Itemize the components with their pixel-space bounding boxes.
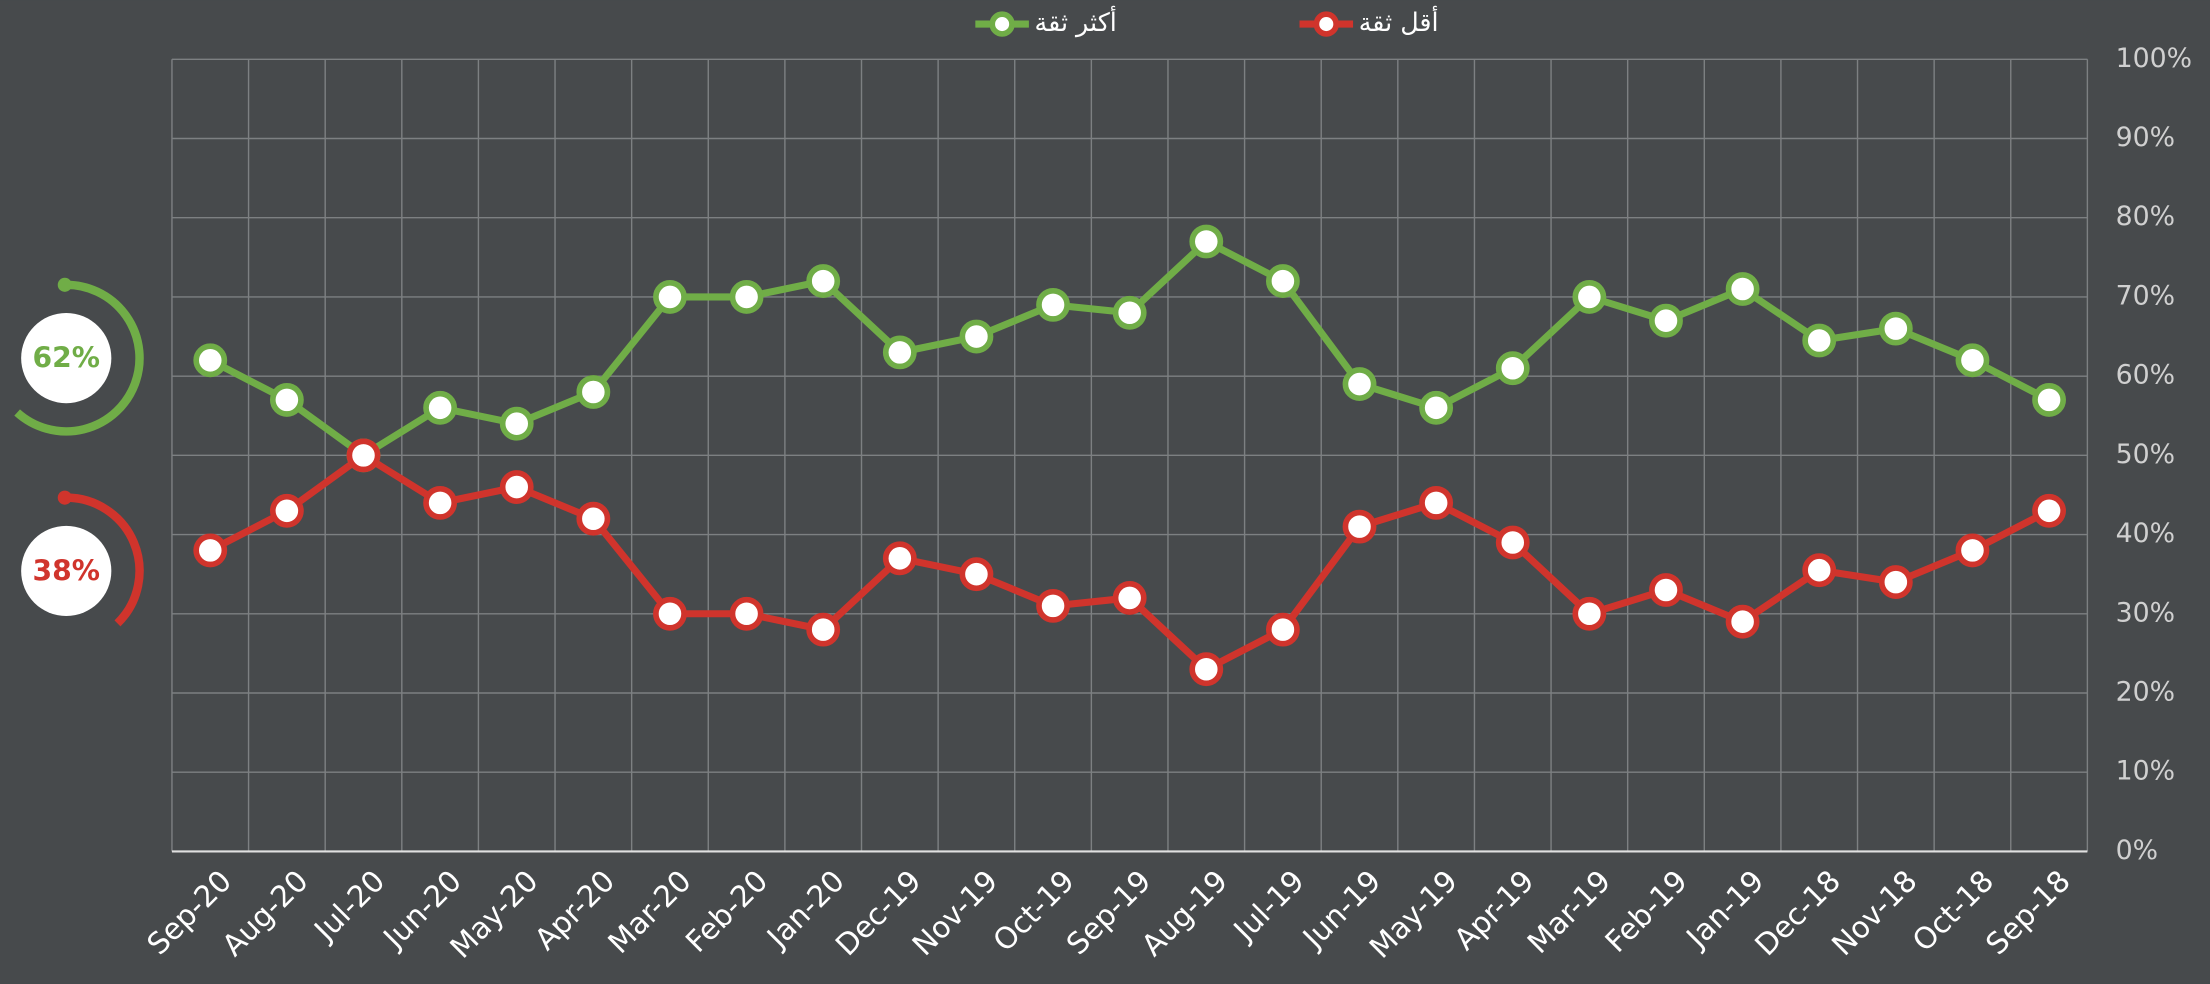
- data-point: [576, 501, 611, 536]
- data-point: [1878, 311, 1913, 346]
- data-point: [1572, 596, 1607, 631]
- legend-label: أكثر ثقة: [1035, 5, 1117, 38]
- data-point: [499, 406, 534, 441]
- data-point: [653, 596, 687, 631]
- gauge-center: [21, 525, 112, 617]
- data-point: [882, 335, 917, 370]
- y-tick-label: 30%: [2116, 597, 2176, 628]
- y-tick-label: 20%: [2116, 676, 2176, 707]
- data-point: [1265, 612, 1300, 647]
- data-point: [1265, 264, 1300, 299]
- y-tick-label: 50%: [2116, 439, 2176, 470]
- gauge-arc: [64, 493, 144, 627]
- y-tick-label: 90%: [2116, 122, 2176, 153]
- legend-label: أقل ثقة: [1359, 5, 1439, 37]
- gauge-dot: [57, 277, 72, 292]
- data-point: [1036, 287, 1070, 322]
- y-tick-label: 80%: [2116, 201, 2176, 232]
- data-point: [1036, 588, 1070, 623]
- gauge-arc: [14, 280, 144, 436]
- data-point: [193, 343, 228, 378]
- y-tick-label: 0%: [2116, 835, 2158, 866]
- data-point: [1189, 652, 1224, 687]
- data-point: [1419, 390, 1454, 425]
- y-tick-label: 70%: [2116, 280, 2176, 311]
- data-point: [1725, 272, 1760, 306]
- gauge-label: 38%: [33, 554, 100, 587]
- data-point: [1955, 533, 1990, 568]
- data-point: [1649, 573, 1683, 607]
- y-tick-label: 40%: [2116, 518, 2176, 549]
- data-point: [729, 596, 764, 631]
- data-point: [269, 493, 304, 528]
- legend-marker: [989, 11, 1015, 37]
- data-point: [1572, 280, 1607, 314]
- data-point: [1725, 604, 1760, 639]
- y-tick-label: 60%: [2116, 360, 2176, 391]
- data-point: [193, 533, 228, 568]
- data-point: [423, 390, 458, 425]
- data-point: [882, 541, 917, 576]
- data-point: [729, 280, 764, 314]
- data-point: [423, 485, 458, 520]
- data-point: [1802, 553, 1837, 588]
- gauge-dot: [57, 490, 72, 505]
- data-point: [499, 470, 534, 504]
- data-point: [959, 557, 994, 592]
- data-point: [1649, 303, 1683, 338]
- data-point: [576, 375, 611, 409]
- data-point: [1112, 295, 1147, 330]
- data-point: [269, 382, 304, 417]
- data-point: [653, 280, 687, 314]
- data-point: [959, 319, 994, 354]
- data-point: [1189, 224, 1224, 259]
- data-point: [1878, 565, 1913, 600]
- y-tick-label: 100%: [2116, 43, 2193, 74]
- data-point: [806, 264, 841, 299]
- y-tick-label: 10%: [2116, 756, 2176, 787]
- legend-marker: [1313, 11, 1339, 37]
- data-point: [1419, 485, 1454, 520]
- data-point: [1342, 367, 1377, 401]
- data-point: [2032, 493, 2066, 528]
- gauge-center: [21, 313, 112, 404]
- data-point: [2032, 382, 2066, 417]
- data-point: [1342, 509, 1377, 544]
- data-point: [1112, 581, 1147, 615]
- data-point: [1802, 323, 1837, 358]
- data-point: [1955, 343, 1990, 378]
- data-point: [346, 438, 381, 473]
- data-point: [1495, 525, 1530, 560]
- data-point: [806, 612, 841, 647]
- gauge-label: 62%: [33, 342, 100, 375]
- data-point: [1495, 351, 1530, 386]
